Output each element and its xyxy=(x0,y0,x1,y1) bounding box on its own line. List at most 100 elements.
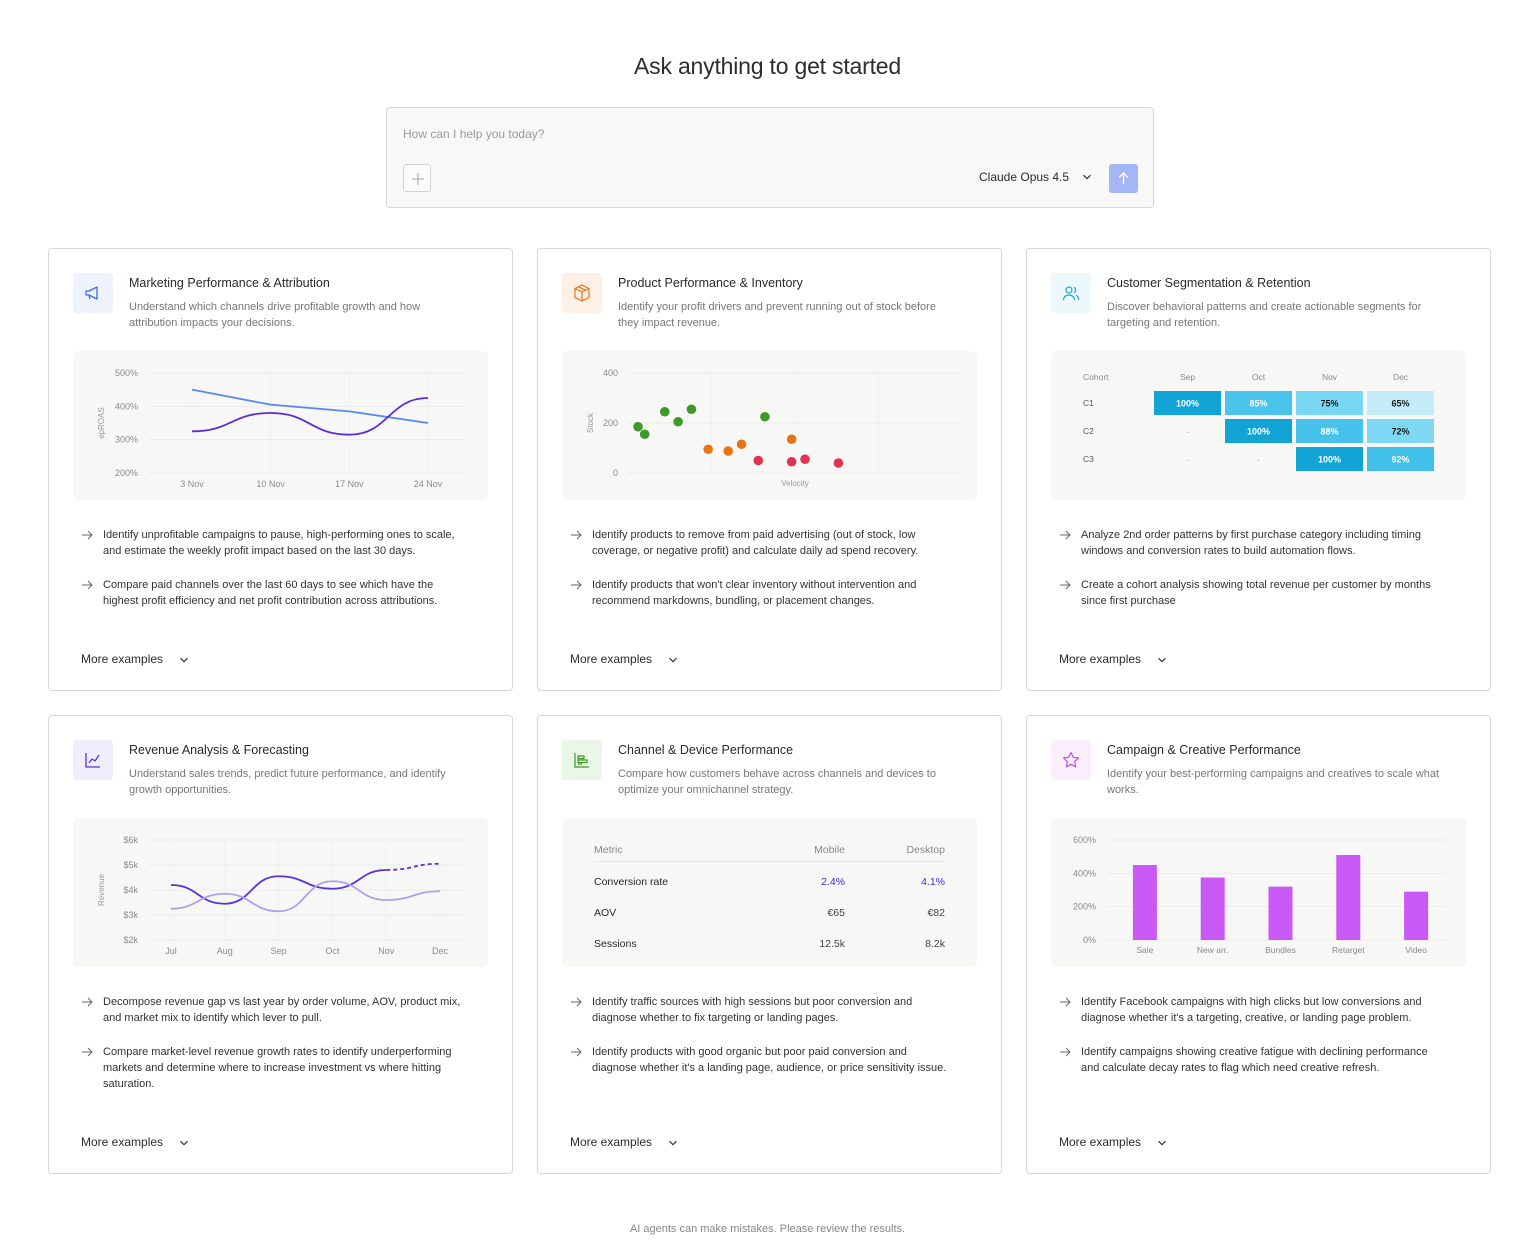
scatter-point xyxy=(833,458,844,468)
example-prompt[interactable]: Identify products with good organic but … xyxy=(570,1044,950,1076)
scatter-point xyxy=(673,416,683,427)
prompt-input[interactable]: How can I help you today? xyxy=(403,127,545,141)
x-tick-label: 17 Nov xyxy=(335,479,364,489)
arrow-right-icon xyxy=(1060,997,1071,1007)
example-text: Analyze 2nd order patterns by first purc… xyxy=(1081,529,1421,557)
heatmap-cell-value: 72% xyxy=(1391,427,1409,437)
use-case-card: Campaign & Creative Performance Identify … xyxy=(1026,715,1491,1174)
card-icon-tile xyxy=(73,273,113,313)
card-description: Identify your profit drivers and prevent… xyxy=(618,301,936,329)
use-case-card: Marketing Performance & Attribution Under… xyxy=(48,248,513,691)
desktop-value: €82 xyxy=(927,907,945,919)
x-tick-label: 3 Nov xyxy=(180,479,204,489)
example-prompt[interactable]: Identify Facebook campaigns with high cl… xyxy=(1059,994,1439,1026)
card-preview: 400 200 0 Velocity Stock xyxy=(562,351,977,500)
card-description: Understand which channels drive profitab… xyxy=(129,301,421,329)
example-text: Identify products that won't clear inven… xyxy=(592,579,917,607)
example-prompt[interactable]: Identify unprofitable campaigns to pause… xyxy=(81,527,461,559)
more-examples-button[interactable]: More examples xyxy=(1059,652,1166,666)
heatmap-empty-cell: - xyxy=(1186,455,1189,465)
scatter-point xyxy=(753,455,764,466)
x-axis-label: Velocity xyxy=(781,479,809,488)
heatmap-cell-value: 85% xyxy=(1249,399,1267,409)
card-title: Customer Segmentation & Retention xyxy=(1107,276,1311,290)
use-case-card: Revenue Analysis & Forecasting Understand… xyxy=(48,715,513,1174)
card-icon-tile xyxy=(1051,273,1091,313)
cohort-heatmap: Cohort Sep Oct Nov Dec C1 100% 85% 75% 65% C2 - 100%… xyxy=(1083,372,1434,471)
more-examples-button[interactable]: More examples xyxy=(81,1135,188,1149)
example-prompt[interactable]: Decompose revenue gap vs last year by or… xyxy=(81,994,461,1026)
more-examples-label: More examples xyxy=(570,1135,653,1149)
heatmap-cell xyxy=(1154,391,1221,415)
y-tick-label: 0 xyxy=(613,468,618,478)
example-list: Identify products to remove from paid ad… xyxy=(570,527,950,627)
y-tick-label: 400 xyxy=(603,368,618,378)
card-icon-tile xyxy=(73,740,113,780)
use-case-card: Channel & Device Performance Compare how … xyxy=(537,715,1002,1174)
y-tick-label: 600% xyxy=(1073,835,1096,845)
card-preview: 500% 400% 300% 200% 3 Nov 10 Nov 17 Nov 24 Nov e… xyxy=(73,351,488,500)
bar xyxy=(1336,855,1361,940)
line-chart: 500% 400% 300% 200% 3 Nov 10 Nov 17 Nov 24 Nov e… xyxy=(97,368,465,489)
heatmap-column-label: Sep xyxy=(1180,372,1195,382)
chevron-down-icon xyxy=(1158,657,1166,663)
package-icon xyxy=(574,284,590,302)
bar xyxy=(1200,877,1225,940)
heatmap-cell xyxy=(1367,391,1434,415)
model-selector[interactable]: Claude Opus 4.5 xyxy=(979,170,1070,184)
y-tick-label: $3k xyxy=(123,910,138,920)
metrics-table: Metric Mobile Desktop Conversion rate 2.4% 4.… xyxy=(594,834,945,955)
y-tick-label: $4k xyxy=(123,885,138,895)
metric-name: AOV xyxy=(594,907,617,919)
chevron-down-icon xyxy=(669,1140,677,1146)
heatmap-cell-value: 100% xyxy=(1247,427,1270,437)
chat-composer[interactable]: How can I help you today? Claude Opus 4.… xyxy=(386,107,1154,208)
example-text: Identify campaigns showing creative fati… xyxy=(1081,1046,1428,1074)
card-preview: $6k $5k $4k $3k $2k Jul Aug Sep Oct Nov Dec Revenue xyxy=(73,818,488,967)
example-prompt[interactable]: Compare market-level revenue growth rate… xyxy=(81,1044,461,1092)
example-prompt[interactable]: Identify traffic sources with high sessi… xyxy=(570,994,950,1026)
example-prompt[interactable]: Analyze 2nd order patterns by first purc… xyxy=(1059,527,1439,559)
star-icon xyxy=(1062,751,1080,768)
y-tick-label: 200% xyxy=(115,468,138,478)
example-text: Identify products with good organic but … xyxy=(592,1046,947,1074)
chevron-down-icon xyxy=(180,1140,188,1146)
more-examples-button[interactable]: More examples xyxy=(570,1135,677,1149)
example-prompt[interactable]: Identify products to remove from paid ad… xyxy=(570,527,950,559)
arrow-right-icon xyxy=(82,1047,93,1057)
card-description: Discover behavioral patterns and create … xyxy=(1107,301,1422,329)
arrow-right-icon xyxy=(571,580,582,590)
more-examples-label: More examples xyxy=(81,1135,164,1149)
example-prompt[interactable]: Identify campaigns showing creative fati… xyxy=(1059,1044,1439,1076)
more-examples-button[interactable]: More examples xyxy=(1059,1135,1166,1149)
y-tick-label: $2k xyxy=(123,935,138,945)
card-preview: Cohort Sep Oct Nov Dec C1 100% 85% 75% 65% C2 - 100%… xyxy=(1051,351,1466,500)
y-tick-label: 200 xyxy=(603,418,618,428)
series-line xyxy=(191,397,429,436)
example-prompt[interactable]: Identify products that won't clear inven… xyxy=(570,577,950,609)
y-tick-label: 200% xyxy=(1073,902,1096,912)
chevron-down-icon[interactable] xyxy=(1082,172,1092,182)
arrow-right-icon xyxy=(1060,1047,1071,1057)
y-tick-label: $6k xyxy=(123,835,138,845)
series-line xyxy=(170,880,441,913)
use-case-card: Product Performance & Inventory Identify … xyxy=(537,248,1002,691)
heatmap-column-label: Oct xyxy=(1252,372,1266,382)
example-prompt[interactable]: Create a cohort analysis showing total r… xyxy=(1059,577,1439,609)
send-button[interactable] xyxy=(1109,164,1138,193)
scatter-point xyxy=(760,411,770,422)
mobile-value: 2.4% xyxy=(821,876,845,888)
more-examples-button[interactable]: More examples xyxy=(81,652,188,666)
heatmap-cell xyxy=(1367,419,1434,443)
heatmap-column-label: Dec xyxy=(1393,372,1409,382)
example-prompt[interactable]: Compare paid channels over the last 60 d… xyxy=(81,577,461,609)
x-tick-label: Aug xyxy=(217,946,233,956)
heatmap-cell-value: 75% xyxy=(1320,399,1338,409)
y-axis-label: Stock xyxy=(586,412,595,433)
more-examples-button[interactable]: More examples xyxy=(570,652,677,666)
arrow-right-icon xyxy=(82,530,93,540)
attach-button[interactable] xyxy=(403,164,431,192)
disclaimer: AI agents can make mistakes. Please revi… xyxy=(629,1223,906,1235)
table-row: AOV €65 €82 xyxy=(594,893,945,924)
heatmap-cell xyxy=(1296,419,1363,443)
